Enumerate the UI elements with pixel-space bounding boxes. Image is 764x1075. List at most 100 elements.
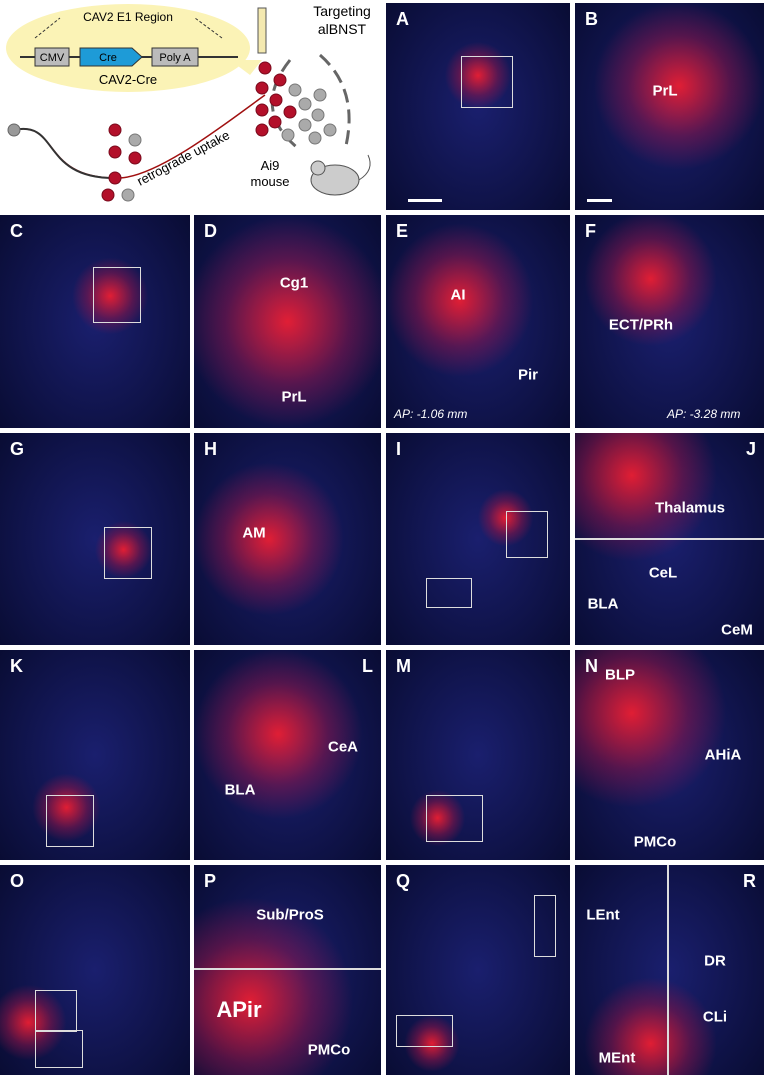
polya-box — [151, 47, 199, 67]
region-label: PMCo — [307, 1041, 351, 1059]
region-label: Sub/ProS — [256, 906, 324, 924]
axon-base — [13, 127, 119, 180]
panel-letter: J — [745, 439, 756, 459]
panel-letter: H — [204, 439, 217, 459]
pipette — [257, 7, 267, 54]
mouse-ear — [310, 160, 326, 176]
micrograph-panel: Q — [386, 865, 570, 1075]
panel-letter: A — [396, 9, 409, 29]
bubble-tail — [230, 60, 262, 75]
neuron — [108, 145, 122, 159]
inset-box — [534, 895, 556, 957]
inset-box — [35, 990, 77, 1032]
region-label: CLi — [702, 1008, 728, 1026]
region-label: Thalamus — [654, 499, 726, 517]
neuron — [308, 131, 322, 145]
region-label: APir — [216, 997, 262, 1022]
panel-letter: I — [396, 439, 402, 459]
neuron — [7, 123, 21, 137]
panel-letter: B — [585, 9, 598, 29]
inset-box — [426, 795, 483, 842]
animal-text: mouse — [250, 174, 289, 189]
region-label: Pir — [517, 366, 539, 384]
promoter-text: CMV — [40, 52, 65, 64]
neurons — [101, 61, 337, 202]
panel-letter: F — [585, 221, 596, 241]
region-label: BLA — [224, 781, 256, 799]
region-label: Cg1 — [279, 274, 309, 292]
region-text: CAV2 E1 Region — [83, 10, 173, 24]
region-label: AP: -1.06 mm — [394, 407, 468, 421]
micrograph-panel: R LEnt MEnt DR CLi — [575, 865, 764, 1075]
micrograph-panel: B PrL — [575, 3, 764, 210]
neuron — [128, 133, 142, 147]
neuron — [255, 103, 269, 117]
inset-box — [93, 267, 141, 323]
neuron — [311, 108, 325, 122]
neuron — [323, 123, 337, 137]
target-text: alBNST — [318, 21, 367, 37]
inset-box — [46, 795, 94, 847]
region-label: PrL — [652, 82, 678, 100]
inset-box — [35, 1030, 83, 1068]
inset-box — [426, 578, 472, 608]
inset-box — [396, 1015, 453, 1047]
panel-letter: O — [10, 871, 25, 891]
region-line — [34, 17, 61, 39]
neuron — [313, 88, 327, 102]
micrograph-panel: N BLP AHiA PMCo — [575, 650, 764, 860]
micrograph-panel: L BLA CeA — [194, 650, 381, 860]
inset-box — [461, 56, 513, 108]
panel-letter: P — [204, 871, 217, 891]
neuron — [273, 73, 287, 87]
panel-letter: M — [396, 656, 411, 676]
micrograph-panel: G — [0, 433, 190, 645]
micrograph-panel: J Thalamus BLA CeL CeM — [575, 433, 764, 645]
micrograph-panel: P Sub/ProS APir PMCo — [194, 865, 381, 1075]
micrograph-panel: H AM — [194, 433, 381, 645]
region-label: CeM — [721, 621, 753, 639]
neuron — [288, 83, 302, 97]
region-label: BLA — [587, 595, 619, 613]
region-label: AM — [242, 524, 266, 542]
inset-box — [104, 527, 152, 579]
region-label: AI — [450, 286, 466, 304]
micrograph-panel: F ECT/PRh AP: -3.28 mm — [575, 215, 764, 428]
panel-letter: G — [10, 439, 25, 459]
panel-letter: R — [743, 871, 756, 891]
region-label: AHiA — [704, 746, 742, 764]
panel-letter: L — [362, 656, 373, 676]
strain-text: Ai9 — [261, 158, 280, 173]
schematic: CAV2 E1 Region CMV Cre Poly A CAV2-Cre T… — [6, 3, 371, 202]
inset-box — [506, 511, 548, 558]
gene-text: Cre — [99, 52, 117, 64]
panel-divider — [194, 968, 381, 970]
panel-divider — [575, 538, 764, 540]
region-label: BLP — [605, 666, 635, 684]
neuron — [121, 188, 135, 202]
panel-letter: K — [10, 656, 23, 676]
neuron — [298, 97, 312, 111]
region-label: LEnt — [586, 906, 620, 924]
region-label: CeL — [648, 564, 678, 582]
neuron — [255, 123, 269, 137]
micrograph-panel: E AI Pir AP: -1.06 mm — [386, 215, 570, 428]
panel-letter: Q — [396, 871, 411, 891]
neuron — [108, 123, 122, 137]
neuron — [108, 171, 122, 185]
micrograph-panel: A — [386, 3, 570, 210]
region-label: MEnt — [598, 1049, 636, 1067]
scale-bar — [408, 199, 442, 202]
micrograph-panel: I — [386, 433, 570, 645]
promoter-box — [34, 47, 70, 67]
mouse-tail — [358, 154, 371, 181]
neuron — [298, 118, 312, 132]
micrograph-panel: C — [0, 215, 190, 428]
panel-letter: D — [204, 221, 217, 241]
micrograph-panel: D Cg1 PrL — [194, 215, 381, 428]
micrograph-panel: K — [0, 650, 190, 860]
vector-text: CAV2-Cre — [99, 72, 157, 87]
targeting-text: Targeting — [313, 3, 371, 19]
neuron — [255, 81, 269, 95]
